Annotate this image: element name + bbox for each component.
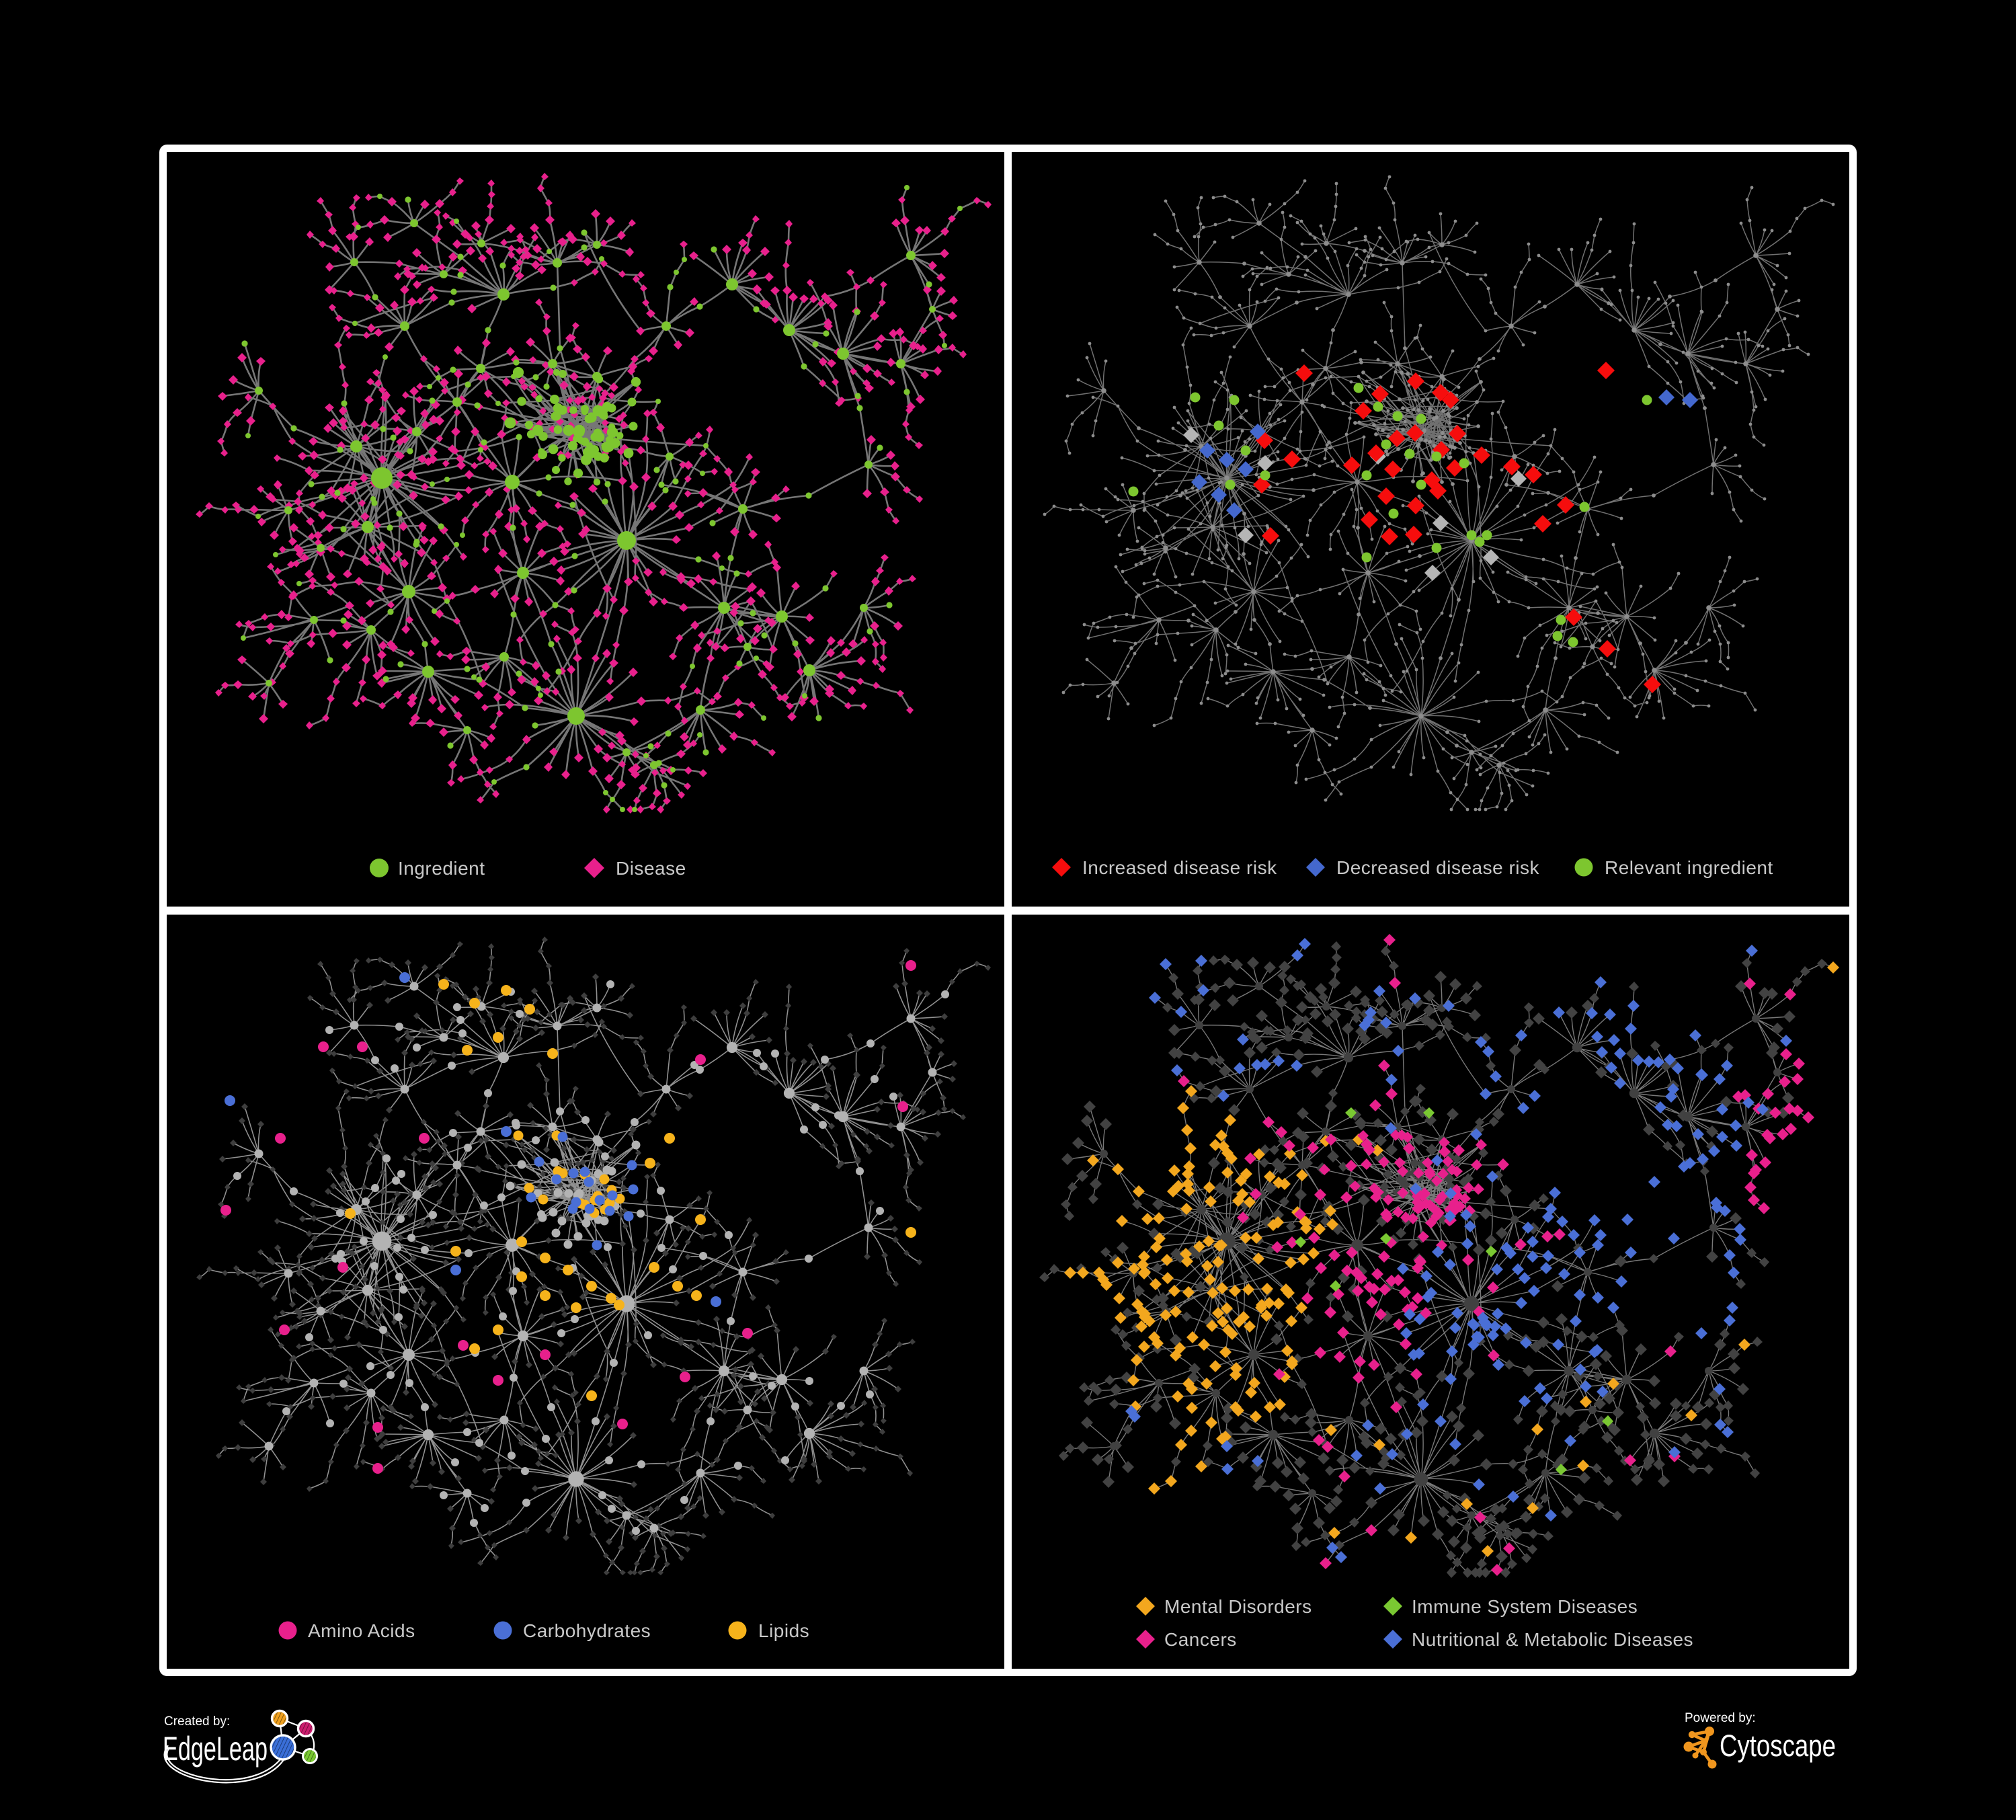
svg-text:Lipids: Lipids xyxy=(758,1620,809,1641)
svg-text:Nutritional & Metabolic Diseas: Nutritional & Metabolic Diseases xyxy=(1412,1629,1693,1650)
svg-text:Relevant ingredient: Relevant ingredient xyxy=(1605,857,1773,878)
svg-text:Decreased disease risk: Decreased disease risk xyxy=(1336,857,1540,878)
svg-text:Disease: Disease xyxy=(616,858,686,879)
svg-text:Amino Acids: Amino Acids xyxy=(308,1620,415,1641)
svg-text:Increased disease risk: Increased disease risk xyxy=(1082,857,1277,878)
svg-text:Powered by:: Powered by: xyxy=(1685,1711,1756,1725)
svg-text:Carbohydrates: Carbohydrates xyxy=(523,1620,651,1641)
svg-text:Cytoscape: Cytoscape xyxy=(1720,1729,1836,1763)
svg-text:Mental Disorders: Mental Disorders xyxy=(1164,1596,1312,1617)
svg-text:Cancers: Cancers xyxy=(1164,1629,1237,1650)
svg-text:Immune System Diseases: Immune System Diseases xyxy=(1412,1596,1638,1617)
svg-text:Ingredient: Ingredient xyxy=(398,858,485,879)
svg-text:Created by:: Created by: xyxy=(164,1714,230,1729)
svg-text:EdgeLeap: EdgeLeap xyxy=(163,1730,268,1768)
